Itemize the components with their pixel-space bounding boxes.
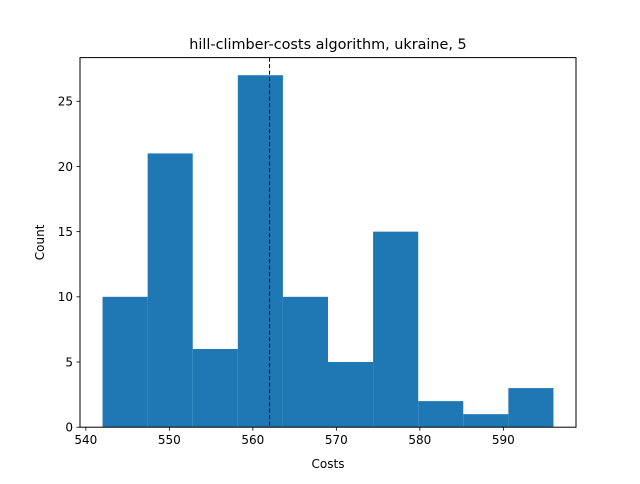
x-axis-label: Costs	[312, 457, 345, 471]
histogram-bar	[418, 401, 464, 428]
histogram-bar	[102, 296, 148, 428]
y-tick-label: 10	[58, 290, 73, 304]
x-tick-label: 570	[325, 433, 348, 447]
histogram-bar	[237, 75, 283, 428]
x-tick-label: 560	[241, 433, 264, 447]
histogram-bar	[192, 348, 238, 428]
y-tick-label: 20	[58, 160, 73, 174]
x-tick-label: 590	[492, 433, 515, 447]
x-tick-label: 580	[408, 433, 431, 447]
histogram-bar	[147, 153, 193, 428]
histogram-bar	[463, 414, 509, 428]
x-axis-ticks: 540 550 560 570 580 590	[74, 427, 515, 447]
plot-frame	[79, 57, 577, 428]
y-tick-label: 0	[65, 421, 73, 435]
y-tick-label: 5	[65, 355, 73, 369]
y-axis-label: Count	[33, 224, 47, 260]
histogram-bar	[508, 388, 554, 428]
y-tick-label: 25	[58, 95, 73, 109]
x-tick-label: 550	[158, 433, 181, 447]
histogram-bar	[282, 296, 328, 428]
chart-title: hill-climber-costs algorithm, ukraine, 5	[189, 37, 466, 53]
x-tick-label: 540	[74, 433, 97, 447]
y-axis-ticks: 0 5 10 15 20 25	[58, 95, 80, 435]
histogram-bar	[373, 231, 419, 428]
histogram-bar	[328, 362, 374, 428]
histogram-bars	[102, 75, 554, 428]
y-tick-label: 15	[58, 225, 73, 239]
